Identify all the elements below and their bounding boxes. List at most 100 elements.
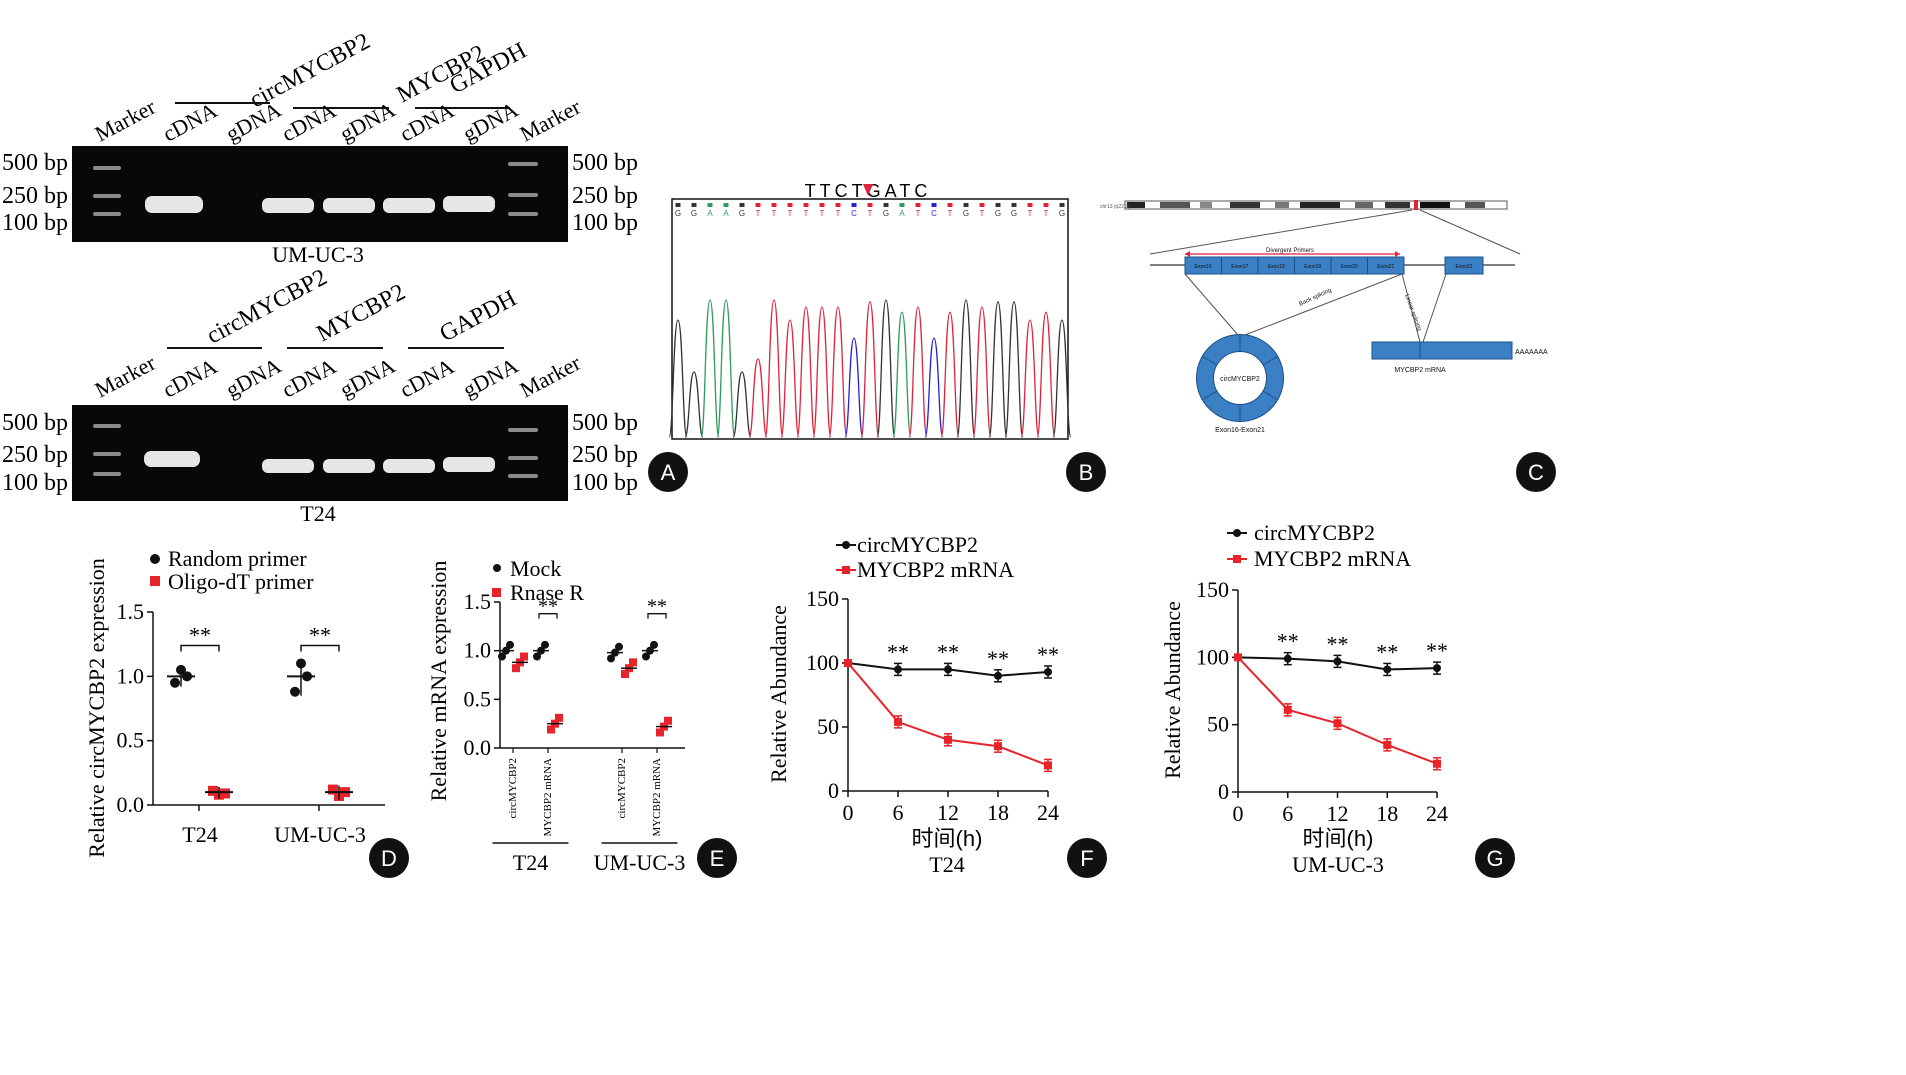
gel-bottom-marker-band — [93, 424, 121, 428]
gel-top-lane-3: cDNA — [278, 97, 341, 146]
g-line-mrna — [1237, 656, 1438, 765]
g-xtick-label: 0 — [1233, 801, 1244, 826]
gel-bottom-size-l-250: 250 bp — [2, 442, 68, 468]
panel-f: Relative Abundance 0 50 100 150 0 6 12 18 24 ** **… — [766, 532, 1107, 878]
f-point-mrna — [894, 717, 902, 726]
e-sig-bracket — [538, 613, 558, 619]
gel-top-lane-0: Marker — [91, 94, 160, 147]
trace-peak — [780, 319, 800, 438]
g-legend-marker-mrna — [1233, 555, 1241, 563]
g-point-circ — [1333, 657, 1342, 666]
exon-label: Exon18 — [1268, 264, 1285, 270]
f-legend-circ: circMYCBP2 — [857, 532, 978, 557]
base-letter: G — [675, 209, 681, 218]
panel-label-a: A — [648, 452, 688, 492]
e-ytick-label: 1.0 — [464, 638, 492, 663]
base-letter: T — [772, 209, 777, 218]
gel-top-cell-line: UM-UC-3 — [272, 242, 364, 267]
gel-bottom-lane-4: gDNA — [336, 353, 400, 403]
e-xtick-label: MYCBP2 mRNA — [542, 758, 554, 837]
g-subtitle: UM-UC-3 — [1292, 852, 1384, 877]
d-legend-random: Random primer — [168, 546, 307, 571]
base-tick — [723, 203, 729, 207]
exon-22 — [1444, 256, 1484, 275]
gel-top-band-1 — [145, 196, 203, 213]
g-legend-mrna: MYCBP2 mRNA — [1254, 546, 1411, 571]
exon-label: Exon20 — [1341, 264, 1358, 270]
gel-bottom-band-6 — [443, 457, 495, 472]
trace-peak — [828, 306, 848, 438]
g-point-mrna — [1333, 719, 1342, 728]
gel-top-lane-6: gDNA — [459, 97, 523, 147]
f-xtick-label: 6 — [893, 800, 904, 825]
base-tick — [899, 203, 905, 207]
circ-rna-label: circMYCBP2 — [1220, 376, 1260, 383]
gel-top-size-l-250: 250 bp — [2, 183, 68, 209]
gel-bottom-band-1 — [144, 451, 200, 467]
e-legend-mock: Mock — [510, 556, 561, 581]
f-sig-label: ** — [1037, 642, 1059, 667]
gel-bottom-lane-0: Marker — [91, 350, 160, 403]
gel-bottom-marker-band — [93, 472, 121, 476]
e-sig-bracket — [647, 613, 667, 619]
gel-bottom-band-4 — [323, 459, 375, 473]
d-ylabel: Relative circMYCBP2 expression — [84, 558, 109, 857]
gel-top-marker-band — [508, 212, 538, 216]
g-xtick-label: 24 — [1426, 801, 1448, 826]
e-ytick-label: 0.5 — [464, 686, 492, 711]
base-tick — [771, 203, 777, 207]
base-tick — [739, 203, 745, 207]
circ-rna-ring: circMYCBP2 — [1196, 334, 1284, 422]
e-plot: 0.0 0.5 1.0 1.5 circMYCBP2 MYCBP2 mRNA circMYC… — [464, 589, 686, 875]
d-sig-bracket — [300, 644, 340, 652]
g-point-mrna — [1234, 653, 1242, 662]
panel-d: Relative circMYCBP2 expression 0.0 0.5 1.0… — [84, 546, 409, 878]
gel-bottom-lane-7: Marker — [516, 350, 585, 403]
trace-peak — [876, 299, 896, 438]
f-point-mrna — [994, 742, 1002, 751]
f-xtick-label: 0 — [843, 800, 854, 825]
g-xtick-label: 6 — [1282, 801, 1293, 826]
base-tick — [1027, 203, 1033, 207]
trace-peak — [956, 299, 976, 438]
base-letter: T — [756, 209, 761, 218]
chromosome-label: chr13 (q22.3) — [1100, 204, 1130, 210]
gel-top-band-6 — [443, 196, 495, 212]
gel-top-image — [72, 146, 568, 242]
f-point-mrna — [1044, 761, 1052, 770]
base-tick — [851, 203, 857, 207]
exon-label: Exon21 — [1377, 264, 1394, 270]
exon-range-label: Exon16-Exon21 — [1215, 427, 1265, 434]
gel-bottom-marker-band — [93, 452, 121, 456]
gel-bottom-cell-line: T24 — [300, 501, 335, 526]
base-letter: T — [868, 209, 873, 218]
e-point-mock — [607, 654, 615, 663]
base-tick — [1011, 203, 1017, 207]
divergent-primers-label: Divergent Primers — [1266, 248, 1314, 254]
f-ytick-label: 100 — [806, 650, 839, 675]
trace-peak — [972, 306, 992, 438]
panel-label-f: F — [1067, 838, 1107, 878]
gel-top-size-r-250: 250 bp — [572, 183, 638, 209]
e-legend-marker-rnase — [492, 588, 501, 597]
gel-bottom-size-r-500: 500 bp — [572, 410, 638, 436]
gel-bottom-size-l-500: 500 bp — [2, 410, 68, 436]
base-tick — [963, 203, 969, 207]
gel-top-marker-band — [93, 212, 121, 216]
e-point-mock — [541, 640, 549, 649]
d-legend-marker-random — [150, 554, 160, 564]
trace-peak — [924, 337, 944, 438]
f-xtick-label: 24 — [1037, 800, 1059, 825]
f-sig-label: ** — [987, 646, 1009, 671]
e-group-label: T24 — [513, 850, 548, 875]
gel-bottom-band-3 — [262, 459, 314, 473]
trace-peak — [764, 299, 784, 438]
trace-peak — [908, 306, 928, 438]
e-xtick-label: circMYCBP2 — [507, 758, 519, 819]
base-tick — [707, 203, 713, 207]
trace-peak — [812, 306, 832, 438]
trace-peak — [844, 337, 864, 438]
f-ytick-label: 150 — [806, 586, 839, 611]
gel-bottom: circMYCBP2 MYCBP2 GAPDH Marker cDNA gDNA… — [2, 264, 638, 526]
